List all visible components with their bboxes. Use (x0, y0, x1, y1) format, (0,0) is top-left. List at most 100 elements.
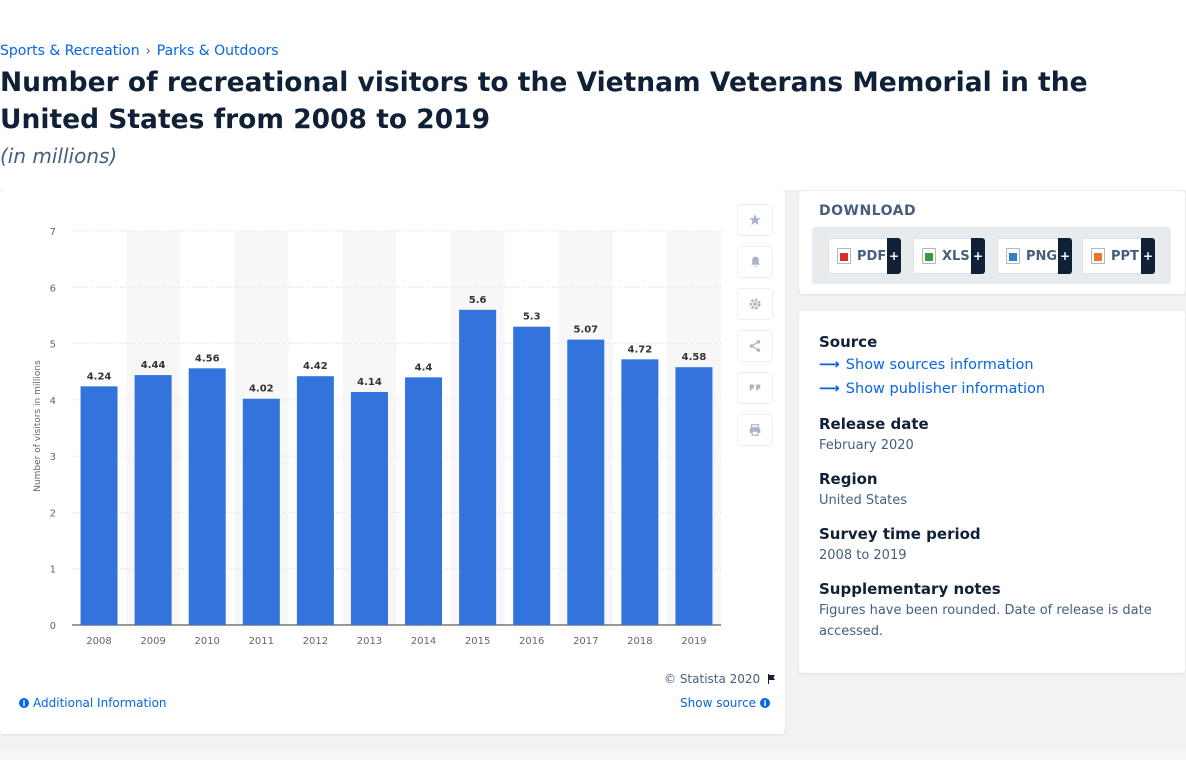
x-tick-label: 2009 (140, 636, 165, 647)
x-tick-label: 2015 (465, 636, 490, 647)
download-bar: PDF + XLS + PNG + PPT + (812, 227, 1171, 284)
x-tick-label: 2017 (573, 636, 598, 647)
y-tick-label: 4 (50, 396, 56, 407)
print-icon[interactable] (737, 414, 773, 446)
bar (675, 367, 713, 625)
star-icon[interactable] (737, 204, 773, 236)
region-value: United States (819, 493, 908, 508)
share-icon[interactable] (737, 330, 773, 362)
quote-icon[interactable] (737, 372, 773, 404)
source-heading: Source (819, 333, 878, 351)
page-subtitle: (in millions) (0, 144, 118, 168)
data-label: 5.6 (469, 295, 487, 306)
x-tick-label: 2019 (681, 636, 706, 647)
data-label: 4.4 (415, 362, 433, 373)
bar (80, 386, 118, 625)
y-tick-label: 2 (50, 508, 56, 519)
download-png-button[interactable]: PNG + (997, 238, 1072, 274)
y-tick-label: 5 (50, 340, 56, 351)
info-icon: i (19, 698, 29, 708)
copyright: © Statista 2020 (664, 672, 778, 686)
header-area (0, 0, 1186, 190)
x-tick-label: 2013 (357, 636, 382, 647)
chart-card: 0 1 2 3 4 5 6 7 4.24 2008 4.44 2009 4.56 2010 4.02 2011… (0, 190, 785, 734)
supplementary-notes-value: Figures have been rounded. Date of relea… (819, 603, 1152, 639)
release-date-value: February 2020 (819, 438, 914, 453)
download-panel: DOWNLOAD PDF + XLS + PNG + PPT + (799, 191, 1185, 294)
arrow-right-icon: ⟶ (819, 357, 840, 373)
survey-period-heading: Survey time period (819, 525, 981, 543)
x-tick-label: 2012 (303, 636, 328, 647)
data-label: 4.56 (195, 353, 220, 364)
bar (567, 339, 605, 625)
bar-chart: 0 1 2 3 4 5 6 7 4.24 2008 4.44 2009 4.56 2010 4.02 2011… (33, 227, 721, 647)
additional-info-label: Additional Information (33, 696, 167, 710)
plus-icon: + (971, 238, 985, 274)
bar (621, 359, 659, 625)
download-ppt-label: PPT (1111, 248, 1139, 264)
data-label: 4.42 (303, 361, 328, 372)
flag-icon[interactable] (766, 673, 778, 685)
x-tick-label: 2014 (411, 636, 436, 647)
y-tick-label: 1 (50, 565, 56, 576)
download-title: DOWNLOAD (819, 203, 917, 219)
pdf-file-icon (837, 248, 851, 264)
data-label: 4.72 (628, 344, 653, 355)
data-label: 4.44 (141, 360, 166, 371)
download-png-label: PNG (1026, 248, 1058, 264)
bar (242, 398, 280, 625)
breadcrumb-separator: › (145, 43, 151, 59)
y-axis-label: Number of visitors in millions (33, 360, 43, 492)
copyright-text: © Statista 2020 (664, 672, 761, 686)
bar (350, 391, 388, 625)
download-xls-label: XLS (942, 248, 970, 264)
png-file-icon (1006, 248, 1020, 264)
bar (296, 376, 334, 625)
info-icon: i (760, 698, 771, 708)
ppt-file-icon (1091, 248, 1105, 264)
x-tick-label: 2011 (249, 636, 274, 647)
download-xls-button[interactable]: XLS + (913, 238, 985, 274)
xls-file-icon (922, 248, 936, 264)
download-pdf-label: PDF (857, 248, 887, 264)
show-source-label: Show source (680, 696, 757, 710)
download-ppt-button[interactable]: PPT + (1082, 238, 1155, 274)
x-tick-label: 2016 (519, 636, 544, 647)
data-label: 4.14 (357, 377, 382, 388)
plus-icon: + (1141, 238, 1155, 274)
bar (134, 375, 172, 625)
show-source-link[interactable]: Show source i (680, 696, 771, 710)
bar (513, 326, 551, 625)
plus-icon: + (887, 238, 901, 274)
arrow-right-icon: ⟶ (819, 381, 840, 397)
page-bottom (0, 750, 1186, 760)
x-tick-label: 2018 (627, 636, 652, 647)
data-label: 4.24 (87, 371, 112, 382)
plus-icon: + (1058, 238, 1072, 274)
breadcrumb-parks-outdoors[interactable]: Parks & Outdoors (156, 43, 279, 59)
show-sources-link[interactable]: ⟶ Show sources information (819, 357, 1034, 373)
download-pdf-button[interactable]: PDF + (828, 238, 901, 274)
y-tick-label: 0 (50, 621, 56, 632)
show-sources-label: Show sources information (845, 357, 1034, 373)
release-date-heading: Release date (819, 415, 929, 433)
show-publisher-link[interactable]: ⟶ Show publisher information (819, 381, 1045, 397)
page-title: Number of recreational visitors to the V… (0, 67, 1088, 135)
bar (459, 309, 497, 625)
data-label: 4.02 (249, 384, 274, 395)
y-tick-label: 7 (50, 227, 56, 238)
bell-icon[interactable] (737, 246, 773, 278)
show-publisher-label: Show publisher information (845, 381, 1046, 397)
data-label: 5.3 (523, 312, 541, 323)
supplementary-notes-heading: Supplementary notes (819, 580, 1001, 598)
data-label: 5.07 (573, 325, 598, 336)
additional-info-link[interactable]: i Additional Information (19, 696, 167, 710)
bar (188, 368, 226, 625)
breadcrumb-sports-recreation[interactable]: Sports & Recreation (0, 43, 140, 59)
bar (405, 377, 443, 625)
x-tick-label: 2008 (86, 636, 111, 647)
x-tick-label: 2010 (194, 636, 219, 647)
data-label: 4.58 (682, 352, 707, 363)
breadcrumb: Sports & Recreation › Parks & Outdoors (0, 43, 279, 59)
gear-icon[interactable] (737, 288, 773, 320)
